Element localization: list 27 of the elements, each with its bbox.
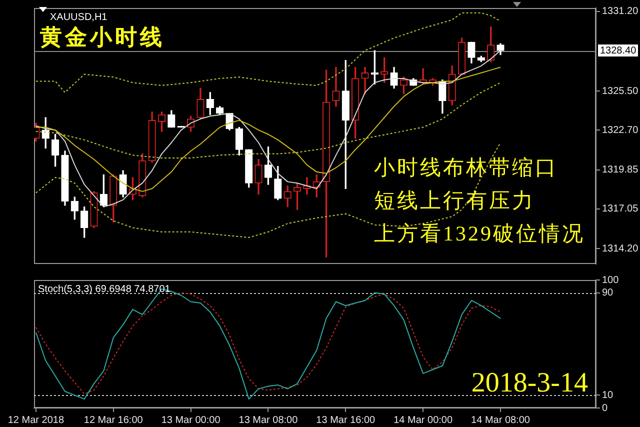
annotation: 小时线布林带缩口 bbox=[374, 156, 558, 180]
x-tick-label: 12 Mar 2018 bbox=[8, 414, 64, 426]
y-tick-label: 10 bbox=[602, 390, 614, 401]
y-tick-label: 1319.85 bbox=[602, 164, 639, 176]
text: 黄金小时线 bbox=[39, 24, 165, 50]
x-tick-label: 13 Mar 08:00 bbox=[238, 414, 298, 426]
y-tick-label: 1314.20 bbox=[602, 243, 639, 254]
y-tick-label: 1325.50 bbox=[602, 86, 639, 97]
chart-title: Stoch(5,3,3) 69.6948 74.8701 bbox=[38, 284, 171, 295]
x-tick-label: 14 Mar 08:00 bbox=[471, 414, 530, 426]
x-tick-label: 13 Mar 16:00 bbox=[316, 414, 376, 426]
x-tick-label: 12 Mar 16:00 bbox=[84, 414, 144, 426]
annotation: 短线上行有压力 bbox=[374, 188, 535, 213]
annotation: 2018-3-14 bbox=[471, 367, 588, 398]
x-tick-label: 13 Mar 00:00 bbox=[161, 414, 221, 426]
x-tick-label: 14 Mar 00:00 bbox=[394, 414, 453, 426]
chart-title: XAUUSD,H1 bbox=[50, 12, 108, 23]
ref-line-label: 1328.40 bbox=[600, 45, 637, 56]
y-tick-label: 0 bbox=[602, 402, 608, 414]
y-tick-label: 1331.20 bbox=[602, 6, 639, 18]
y-tick-label: 90 bbox=[602, 288, 614, 299]
line-series bbox=[35, 82, 502, 158]
annotation: 上方看1329破位情况 bbox=[374, 222, 585, 246]
line-series bbox=[35, 12, 502, 93]
y-tick-label: 1317.05 bbox=[602, 204, 639, 215]
y-tick-label: 1322.70 bbox=[602, 124, 639, 136]
y-tick-label: 100 bbox=[602, 274, 620, 286]
